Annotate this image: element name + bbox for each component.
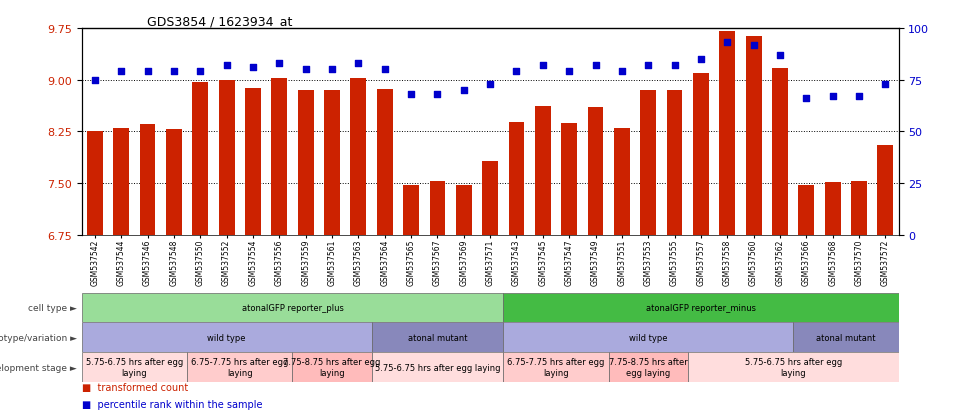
- Bar: [508, 123, 525, 235]
- Bar: [693, 74, 709, 235]
- Point: [799, 96, 814, 102]
- Bar: [640, 91, 656, 235]
- Bar: [82, 323, 372, 352]
- Point: [746, 42, 761, 49]
- Bar: [82, 352, 187, 382]
- Point: [667, 63, 682, 69]
- Bar: [271, 78, 287, 235]
- Point: [298, 67, 313, 74]
- Point: [482, 81, 498, 88]
- Bar: [825, 182, 841, 235]
- Bar: [504, 323, 793, 352]
- Text: development stage ►: development stage ►: [0, 363, 77, 372]
- Point: [324, 67, 339, 74]
- Text: cell type ►: cell type ►: [28, 303, 77, 312]
- Text: wild type: wild type: [208, 333, 246, 342]
- Text: ■  transformed count: ■ transformed count: [82, 382, 188, 392]
- Text: 6.75-7.75 hrs after egg
laying: 6.75-7.75 hrs after egg laying: [191, 358, 288, 377]
- Text: wild type: wild type: [628, 333, 668, 342]
- Point: [377, 67, 392, 74]
- Bar: [351, 79, 366, 235]
- Point: [219, 63, 234, 69]
- Text: atonalGFP reporter_plus: atonalGFP reporter_plus: [241, 303, 343, 312]
- Text: 7.75-8.75 hrs after egg
laying: 7.75-8.75 hrs after egg laying: [283, 358, 381, 377]
- Bar: [667, 91, 682, 235]
- Text: atonal mutant: atonal mutant: [816, 333, 875, 342]
- Bar: [86, 132, 103, 235]
- Bar: [139, 125, 156, 235]
- Text: 6.75-7.75 hrs after egg
laying: 6.75-7.75 hrs after egg laying: [507, 358, 604, 377]
- Point: [192, 69, 208, 76]
- Bar: [292, 352, 372, 382]
- Point: [641, 63, 656, 69]
- Bar: [877, 146, 894, 235]
- Point: [404, 92, 419, 98]
- Point: [272, 61, 287, 67]
- Text: 5.75-6.75 hrs after egg laying: 5.75-6.75 hrs after egg laying: [375, 363, 500, 372]
- Point: [456, 88, 472, 94]
- Point: [430, 92, 445, 98]
- Point: [773, 52, 788, 59]
- Bar: [482, 161, 498, 235]
- Bar: [298, 91, 313, 235]
- Bar: [372, 323, 504, 352]
- Text: 7.75-8.75 hrs after
egg laying: 7.75-8.75 hrs after egg laying: [609, 358, 687, 377]
- Point: [614, 69, 629, 76]
- Bar: [851, 181, 867, 235]
- Bar: [430, 181, 445, 235]
- Point: [561, 69, 577, 76]
- Bar: [166, 130, 182, 235]
- Bar: [404, 185, 419, 235]
- Text: GDS3854 / 1623934_at: GDS3854 / 1623934_at: [147, 15, 292, 28]
- Point: [508, 69, 524, 76]
- Point: [877, 81, 893, 88]
- Bar: [82, 293, 504, 323]
- Text: atonal mutant: atonal mutant: [407, 333, 467, 342]
- Bar: [219, 81, 234, 235]
- Bar: [192, 83, 209, 235]
- Bar: [377, 89, 393, 235]
- Point: [693, 57, 708, 63]
- Bar: [456, 185, 472, 235]
- Point: [113, 69, 129, 76]
- Point: [140, 69, 156, 76]
- Point: [825, 94, 840, 100]
- Bar: [720, 32, 735, 235]
- Text: 5.75-6.75 hrs after egg
laying: 5.75-6.75 hrs after egg laying: [745, 358, 842, 377]
- Bar: [799, 185, 814, 235]
- Bar: [372, 352, 504, 382]
- Text: genotype/variation ►: genotype/variation ►: [0, 333, 77, 342]
- Bar: [746, 37, 761, 235]
- Bar: [245, 89, 260, 235]
- Point: [851, 94, 867, 100]
- Bar: [324, 91, 340, 235]
- Bar: [535, 107, 551, 235]
- Point: [588, 63, 604, 69]
- Point: [87, 77, 103, 84]
- Point: [166, 69, 182, 76]
- Text: atonalGFP reporter_minus: atonalGFP reporter_minus: [646, 303, 756, 312]
- Bar: [561, 124, 577, 235]
- Bar: [113, 128, 129, 235]
- Bar: [504, 352, 608, 382]
- Bar: [187, 352, 292, 382]
- Bar: [608, 352, 688, 382]
- Bar: [614, 128, 629, 235]
- Bar: [587, 108, 604, 235]
- Text: ■  percentile rank within the sample: ■ percentile rank within the sample: [82, 399, 262, 409]
- Point: [535, 63, 551, 69]
- Bar: [504, 293, 899, 323]
- Bar: [688, 352, 899, 382]
- Bar: [772, 69, 788, 235]
- Point: [351, 61, 366, 67]
- Point: [245, 65, 260, 71]
- Text: 5.75-6.75 hrs after egg
laying: 5.75-6.75 hrs after egg laying: [86, 358, 183, 377]
- Bar: [793, 323, 899, 352]
- Point: [720, 40, 735, 47]
